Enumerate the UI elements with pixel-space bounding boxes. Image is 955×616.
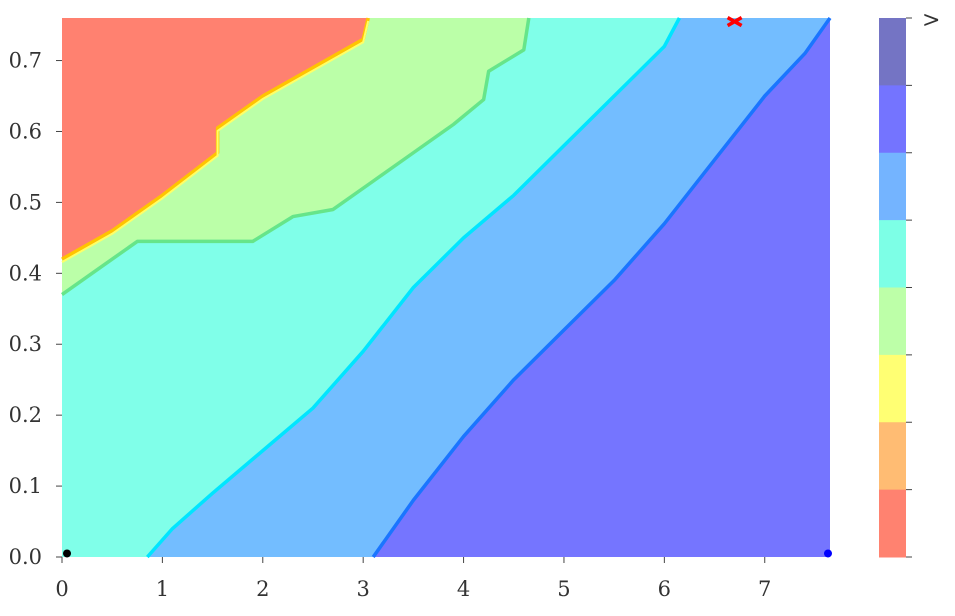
colorbar-band-6 xyxy=(879,354,906,423)
x-tick-label-6: 6 xyxy=(658,577,671,601)
x-tick-label-1: 1 xyxy=(156,577,169,601)
y-tick-label-0.1: 0.1 xyxy=(9,474,42,498)
x-tick-label-2: 2 xyxy=(256,577,269,601)
x-tick-label-4: 4 xyxy=(457,577,470,601)
x-tick-label-3: 3 xyxy=(356,577,369,601)
right-edge-marker xyxy=(823,549,832,558)
colorbar-band-8 xyxy=(879,489,906,558)
y-tick-label-0.3: 0.3 xyxy=(9,332,42,356)
y-tick-label-0.5: 0.5 xyxy=(9,190,42,214)
y-tick-label-0.2: 0.2 xyxy=(9,403,42,427)
contour-line-level-1-2 xyxy=(371,16,832,559)
x-tick-label-7: 7 xyxy=(758,577,771,601)
plot-area xyxy=(60,16,832,559)
origin-marker xyxy=(63,549,72,558)
y-tick-label-0.6: 0.6 xyxy=(9,119,42,143)
colorbar-band-3 xyxy=(879,152,906,221)
colorbar-band-5 xyxy=(879,287,906,356)
y-tick-label-0.4: 0.4 xyxy=(9,261,42,285)
contour-line-highlight xyxy=(61,20,370,264)
x-tick-label-5: 5 xyxy=(557,577,570,601)
axes: 0 1 2 3 4 5 6 7 0.0 0.1 0.2 0.3 0.4 0.5 0.6 0.7 xyxy=(9,49,772,601)
top-marker xyxy=(726,16,743,28)
colorbar-band-7 xyxy=(879,422,906,491)
x-tick-label-0: 0 xyxy=(55,577,68,601)
contour-line-level-4-5 xyxy=(61,17,370,261)
colorbar xyxy=(879,17,912,558)
y-tick-label-0.0: 0.0 xyxy=(9,545,42,569)
colorbar-band-4 xyxy=(879,220,906,288)
contour-line-level-2-3 xyxy=(146,17,681,559)
colorbar-label: > xyxy=(922,8,940,33)
colorbar-band-1 xyxy=(879,18,906,86)
contour-line-level-3-4 xyxy=(60,17,531,297)
y-tick-label-0.7: 0.7 xyxy=(9,49,42,73)
colorbar-band-2 xyxy=(879,85,906,154)
